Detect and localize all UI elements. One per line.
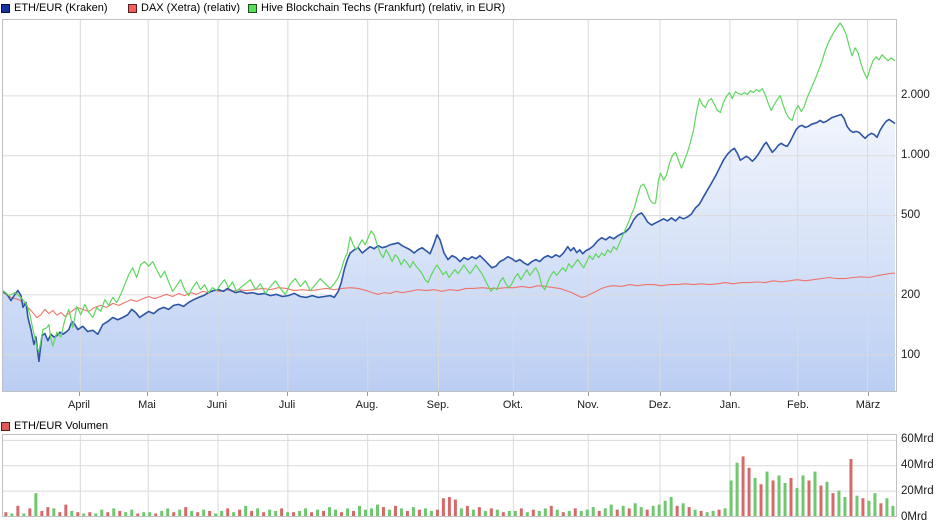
- gridlines: [3, 435, 896, 516]
- price-y-axis-label: 2.000: [901, 88, 930, 101]
- eth-line: [3, 113, 896, 363]
- legend-label-volume: ETH/EUR Volumen: [14, 420, 109, 432]
- price-y-axis-label: 500: [901, 209, 921, 222]
- x-axis-month-label: Okt.: [502, 399, 524, 411]
- price-y-axis-label: 1.000: [901, 149, 930, 161]
- volume-legend-swatch-icon: [1, 421, 10, 431]
- hive-legend-swatch-icon: [248, 3, 257, 13]
- x-axis-tick: [287, 392, 288, 396]
- volume-y-axis-label: 20Mrd: [901, 485, 934, 497]
- x-axis-month-label: Nov.: [577, 399, 599, 411]
- legend-label-eth: ETH/EUR (Kraken): [14, 2, 108, 14]
- volume-y-axis-label: 60Mrd: [901, 433, 934, 445]
- x-axis-tick: [147, 392, 148, 396]
- gridlines: [3, 20, 896, 391]
- x-axis-month-label: Mai: [138, 399, 156, 411]
- eth-area-fill: [3, 114, 896, 391]
- x-axis-month-label: Feb.: [786, 399, 810, 411]
- legend-item-volume: ETH/EUR Volumen: [1, 420, 108, 432]
- x-axis-month-label: Juli: [278, 399, 296, 411]
- x-axis-month-label: April: [67, 399, 91, 411]
- price-chart-plot-area: [2, 19, 897, 392]
- x-axis-tick: [660, 392, 661, 396]
- price-y-axis-label: 200: [901, 288, 921, 301]
- x-axis-tick: [588, 392, 589, 396]
- legend-label-hive: Hive Blockchain Techs (Frankfurt) (relat…: [261, 2, 506, 14]
- x-axis-tick: [367, 392, 368, 396]
- x-axis-tick: [513, 392, 514, 396]
- x-axis-month-label: Aug.: [355, 399, 379, 411]
- x-axis-tick: [438, 392, 439, 396]
- volume-bars: [4, 456, 895, 516]
- price-y-axis-label: 100: [901, 349, 921, 361]
- x-axis-tick: [217, 392, 218, 396]
- legend-item-dax: DAX (Xetra) (relativ): [128, 2, 240, 14]
- x-axis-month-label: Dez.: [648, 399, 672, 411]
- x-axis-tick: [868, 392, 869, 396]
- eth-legend-swatch-icon: [1, 3, 10, 13]
- x-axis-month-label: Juni: [206, 399, 228, 411]
- volume-chart-svg: [3, 435, 896, 516]
- x-axis-month-label: Sep.: [426, 399, 450, 411]
- x-axis-tick: [79, 392, 80, 396]
- x-axis-tick: [798, 392, 799, 396]
- dax-line: [3, 272, 896, 319]
- legend-item-eth: ETH/EUR (Kraken): [1, 2, 108, 14]
- price-chart-svg: [3, 20, 896, 391]
- x-axis-month-label: März: [855, 399, 881, 411]
- volume-y-axis-label: 0Mrd: [901, 511, 928, 523]
- legend-item-hive: Hive Blockchain Techs (Frankfurt) (relat…: [248, 2, 505, 14]
- volume-y-axis-label: 40Mrd: [901, 459, 934, 471]
- legend-label-dax: DAX (Xetra) (relativ): [141, 2, 241, 14]
- x-axis-tick: [730, 392, 731, 396]
- x-axis-month-label: Jan.: [719, 399, 741, 411]
- dax-legend-swatch-icon: [128, 3, 137, 13]
- hive-line: [3, 22, 896, 353]
- volume-chart-plot-area: [2, 434, 897, 517]
